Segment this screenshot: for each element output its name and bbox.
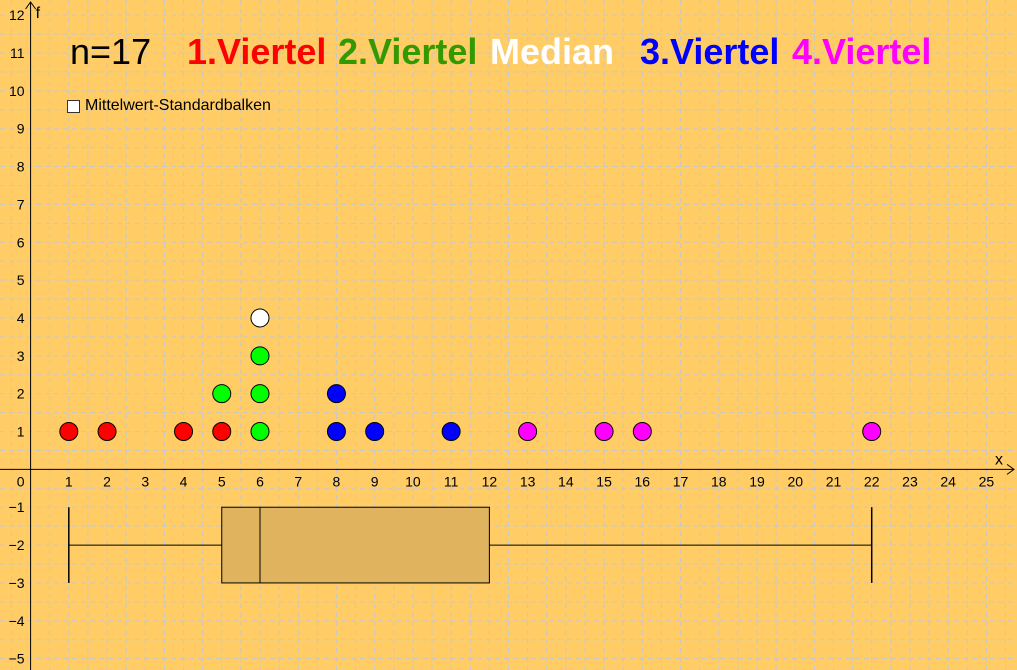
data-point-q3 (326, 384, 346, 404)
y-tick-label: 12 (9, 7, 25, 23)
x-tick-label: 17 (673, 473, 689, 489)
x-axis-arrow (1006, 463, 1015, 475)
y-tick-label: −5 (9, 651, 25, 667)
x-tick-label: 5 (218, 473, 226, 489)
y-tick-label: −3 (9, 575, 25, 591)
y-tick-label: 11 (10, 45, 25, 61)
mean-std-bar-toggle[interactable]: Mittelwert-Standardbalken (67, 96, 271, 116)
x-tick-label: 20 (787, 473, 803, 489)
data-point-q2 (250, 384, 270, 404)
data-point-q3 (441, 422, 461, 442)
data-point-q1 (212, 422, 232, 442)
x-tick-label: 15 (596, 473, 612, 489)
data-point-q1 (174, 422, 194, 442)
x-tick-label: 3 (141, 473, 149, 489)
y-tick-label: 9 (17, 121, 25, 137)
y-tick-label: −4 (9, 613, 25, 629)
legend-quartile-3: 3.Viertel (640, 31, 780, 72)
x-tick-label: 1 (65, 473, 73, 489)
sample-size-label: n=17 (70, 31, 152, 72)
x-tick-label: 0 (17, 473, 25, 489)
y-tick-label: 8 (17, 159, 25, 175)
x-tick-label: 22 (864, 473, 880, 489)
data-point-median (250, 308, 270, 328)
legend-quartile-1: 1.Viertel (187, 31, 327, 72)
data-point-q1 (59, 422, 79, 442)
data-point-q3 (326, 422, 346, 442)
data-point-q4 (594, 422, 614, 442)
y-tick-label: −2 (9, 537, 25, 553)
mean-std-bar-checkbox[interactable] (67, 99, 80, 113)
x-tick-label: 2 (103, 473, 111, 489)
data-point-q2 (250, 346, 270, 366)
x-tick-label: 18 (711, 473, 727, 489)
x-tick-label: 21 (826, 473, 842, 489)
legend-median: Median (490, 31, 615, 72)
y-tick-label: 1 (17, 424, 25, 440)
y-tick-label: 2 (17, 386, 25, 402)
x-tick-label: 6 (256, 473, 264, 489)
y-axis-arrow (25, 1, 36, 10)
data-point-q4 (862, 422, 882, 442)
x-tick-label: 10 (405, 473, 421, 489)
x-tick-label: 7 (294, 473, 302, 489)
x-tick-label: 12 (482, 473, 498, 489)
x-tick-label: 19 (749, 473, 765, 489)
x-tick-label: 16 (635, 473, 651, 489)
data-point-q4 (518, 422, 538, 442)
y-axis-label: f (36, 5, 41, 22)
legend-quartile-2: 2.Viertel (338, 31, 478, 72)
boxplot-box (221, 506, 490, 584)
data-point-q2 (212, 384, 232, 404)
y-tick-label: 4 (17, 310, 25, 326)
x-tick-label: 24 (940, 473, 956, 489)
y-tick-label: 5 (17, 272, 25, 288)
x-axis-label: x (995, 451, 1003, 468)
x-tick-label: 13 (520, 473, 536, 489)
data-point-q1 (97, 422, 117, 442)
x-tick-label: 4 (180, 473, 188, 489)
y-tick-label: 6 (17, 234, 25, 250)
mean-std-bar-label: Mittelwert-Standardbalken (85, 97, 271, 114)
y-tick-label: 10 (9, 83, 25, 99)
data-point-q2 (250, 422, 270, 442)
y-tick-label: −1 (9, 499, 25, 515)
y-tick-label: 7 (17, 196, 25, 212)
x-tick-label: 9 (371, 473, 379, 489)
data-point-q3 (365, 422, 385, 442)
x-tick-label: 14 (558, 473, 574, 489)
x-tick-label: 25 (979, 473, 995, 489)
data-point-q4 (632, 422, 652, 442)
x-tick-label: 11 (444, 473, 459, 489)
x-tick-label: 8 (333, 473, 341, 489)
y-tick-label: 3 (17, 348, 25, 364)
legend-quartile-4: 4.Viertel (792, 31, 932, 72)
x-tick-label: 23 (902, 473, 918, 489)
